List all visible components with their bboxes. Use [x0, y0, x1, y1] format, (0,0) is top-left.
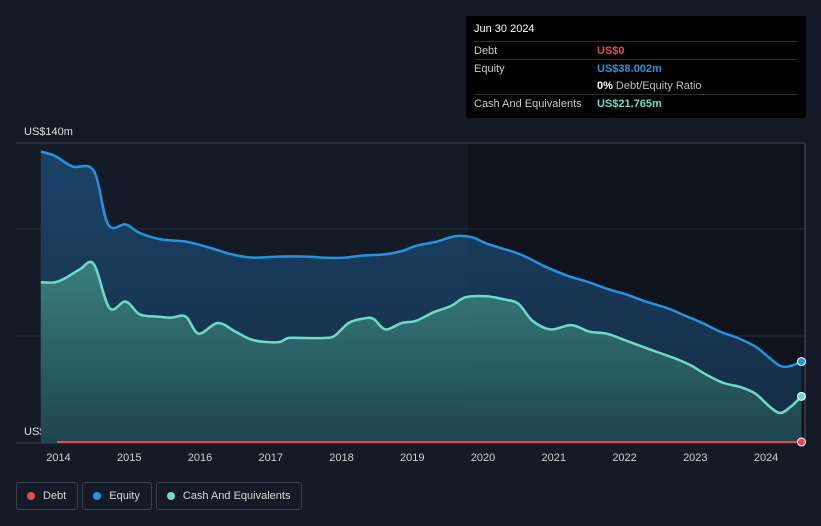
equity-end-marker [796, 357, 806, 367]
cash-line [40, 260, 803, 415]
legend-equity-label: Equity [109, 490, 140, 502]
cash-area [40, 261, 802, 443]
tooltip-equity-label: Equity [474, 62, 505, 75]
tooltip-cash-value: US$21.765m [597, 97, 662, 110]
debt-end-marker [796, 437, 806, 447]
tooltip-ratio-label: Debt/Equity Ratio [615, 79, 702, 92]
legend-item-equity[interactable]: Equity [82, 482, 152, 510]
tooltip-equity-value: US$38.002m [597, 62, 662, 75]
x-tick-label: 2018 [329, 452, 353, 464]
legend: Debt Equity Cash And Equivalents [16, 482, 306, 510]
x-tick-label: 2019 [400, 452, 424, 464]
equity-line [40, 150, 802, 369]
tooltip-debt-label: Debt [474, 44, 498, 57]
tooltip-date: Jun 30 2024 [474, 23, 535, 35]
tooltip: Jun 30 2024 Debt US$0 Equity US$38.002m … [466, 16, 806, 118]
debt-dot-icon [27, 492, 35, 500]
tooltip-equity-row: Equity US$38.002m [474, 59, 798, 77]
x-tick-label: 2014 [46, 452, 70, 464]
cash-and-equivalents-end-marker [796, 391, 806, 401]
x-tick-label: 2015 [117, 452, 141, 464]
equity-dot-icon [93, 492, 102, 500]
x-tick-label: 2020 [471, 452, 495, 464]
tooltip-cash-row: Cash And Equivalents US$21.765m [474, 94, 798, 112]
x-tick-label: 2023 [683, 452, 707, 464]
tooltip-ratio-row: 0% Debt/Equity Ratio [474, 77, 798, 94]
tooltip-ratio-value: 0% [597, 79, 613, 92]
x-tick-label: 2024 [754, 452, 778, 464]
tooltip-debt-row: Debt US$0 [474, 41, 798, 59]
tooltip-debt-value: US$0 [597, 44, 625, 57]
legend-debt-label: Debt [43, 490, 67, 502]
y-axis-top-label: US$140m [24, 126, 73, 138]
x-tick-label: 2022 [612, 452, 636, 464]
tooltip-cash-label: Cash And Equivalents [474, 97, 582, 110]
cash-dot-icon [166, 492, 175, 500]
x-tick-label: 2016 [188, 452, 212, 464]
x-tick-label: 2017 [259, 452, 283, 464]
legend-item-debt[interactable]: Debt [16, 482, 79, 510]
x-tick-label: 2021 [542, 452, 566, 464]
legend-cash-label: Cash And Equivalents [182, 490, 291, 502]
legend-item-cash[interactable]: Cash And Equivalents [155, 482, 303, 510]
